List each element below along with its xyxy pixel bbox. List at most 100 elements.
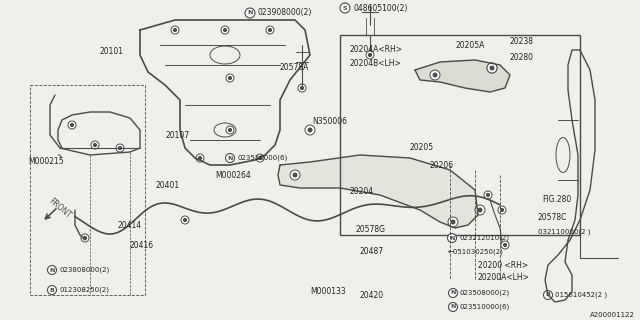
Circle shape: [173, 28, 177, 32]
Text: B: B: [545, 292, 550, 298]
Text: 20205A: 20205A: [455, 41, 484, 50]
Circle shape: [449, 289, 458, 298]
Text: 20107: 20107: [165, 131, 189, 140]
Circle shape: [268, 28, 271, 32]
Text: ←051030250(2): ←051030250(2): [448, 249, 504, 255]
Text: FRONT: FRONT: [47, 196, 73, 220]
Circle shape: [340, 3, 350, 13]
Text: 20487: 20487: [360, 247, 384, 257]
Circle shape: [68, 121, 76, 129]
Circle shape: [225, 154, 234, 163]
Text: 20204A<RH>: 20204A<RH>: [350, 45, 403, 54]
Text: N: N: [227, 156, 233, 161]
Text: 20578A: 20578A: [280, 63, 309, 73]
Circle shape: [81, 234, 89, 242]
Text: 20200A<LH>: 20200A<LH>: [478, 274, 530, 283]
Bar: [340, 35, 580, 235]
Text: FIG.280: FIG.280: [542, 196, 572, 204]
Circle shape: [184, 218, 187, 221]
Text: 023510000(6): 023510000(6): [460, 304, 510, 310]
Text: M000133: M000133: [310, 287, 346, 297]
Circle shape: [498, 206, 506, 214]
Text: N: N: [49, 268, 54, 273]
Circle shape: [487, 63, 497, 73]
Text: 20204B<LH>: 20204B<LH>: [350, 59, 402, 68]
Text: 023808000(2): 023808000(2): [59, 267, 109, 273]
Circle shape: [221, 26, 229, 34]
Circle shape: [478, 208, 482, 212]
Circle shape: [256, 154, 264, 162]
Text: M000215: M000215: [28, 157, 63, 166]
Text: 20578G: 20578G: [355, 226, 385, 235]
Circle shape: [504, 244, 507, 247]
Text: N350006: N350006: [312, 117, 347, 126]
Circle shape: [245, 8, 255, 18]
Text: 20414: 20414: [118, 220, 142, 229]
Circle shape: [228, 128, 232, 132]
Text: 012308250(2): 012308250(2): [59, 287, 109, 293]
Circle shape: [47, 266, 56, 275]
Circle shape: [259, 156, 262, 160]
Text: 023212010(2): 023212010(2): [460, 235, 510, 241]
Circle shape: [118, 147, 122, 149]
Circle shape: [449, 302, 458, 311]
Circle shape: [70, 124, 74, 127]
Polygon shape: [278, 155, 478, 228]
Circle shape: [300, 86, 303, 90]
Circle shape: [500, 208, 504, 212]
Circle shape: [451, 220, 455, 224]
Circle shape: [226, 74, 234, 82]
Text: 20416: 20416: [130, 241, 154, 250]
Text: S: S: [342, 5, 348, 11]
Circle shape: [228, 76, 232, 80]
Text: 015610452(2 ): 015610452(2 ): [555, 292, 607, 298]
Circle shape: [475, 205, 485, 215]
Text: 20205: 20205: [410, 143, 434, 153]
Circle shape: [181, 216, 189, 224]
Circle shape: [543, 291, 552, 300]
Circle shape: [430, 70, 440, 80]
Circle shape: [305, 125, 315, 135]
Circle shape: [171, 26, 179, 34]
Text: 20204: 20204: [350, 188, 374, 196]
Circle shape: [486, 193, 490, 196]
Circle shape: [93, 143, 97, 147]
Circle shape: [501, 241, 509, 249]
Circle shape: [490, 66, 494, 70]
Circle shape: [366, 51, 374, 59]
Circle shape: [298, 84, 306, 92]
Circle shape: [91, 141, 99, 149]
Circle shape: [484, 191, 492, 199]
Circle shape: [433, 73, 437, 77]
Text: 048605100(2): 048605100(2): [353, 4, 408, 12]
Circle shape: [198, 156, 202, 160]
Circle shape: [226, 126, 234, 134]
Text: 20420: 20420: [360, 291, 384, 300]
Circle shape: [308, 128, 312, 132]
Circle shape: [448, 217, 458, 227]
Text: A200001122: A200001122: [590, 312, 635, 318]
Circle shape: [116, 144, 124, 152]
Circle shape: [293, 173, 297, 177]
Text: 023510000(6): 023510000(6): [237, 155, 287, 161]
Text: 20578C: 20578C: [538, 213, 568, 222]
Text: N: N: [451, 305, 456, 309]
Text: 20206: 20206: [430, 161, 454, 170]
Text: 20200 <RH>: 20200 <RH>: [478, 260, 528, 269]
Circle shape: [290, 170, 300, 180]
Text: 20101: 20101: [100, 47, 124, 57]
Circle shape: [196, 154, 204, 162]
Circle shape: [487, 63, 497, 73]
Text: 20401: 20401: [155, 180, 179, 189]
Circle shape: [266, 26, 274, 34]
Text: 032110000(2 ): 032110000(2 ): [538, 229, 591, 235]
Text: M000264: M000264: [215, 171, 251, 180]
Circle shape: [223, 28, 227, 32]
Text: 20280: 20280: [510, 52, 534, 61]
Text: 023908000(2): 023908000(2): [258, 9, 312, 18]
Circle shape: [47, 285, 56, 294]
Circle shape: [369, 53, 372, 57]
Text: 023508000(2): 023508000(2): [460, 290, 510, 296]
Text: N: N: [247, 11, 253, 15]
Circle shape: [490, 66, 494, 70]
